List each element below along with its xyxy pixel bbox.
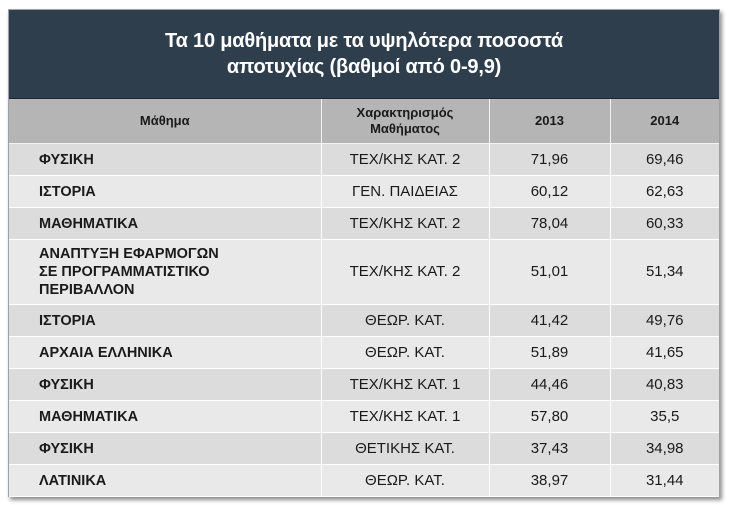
cell-subject: ΜΑΘΗΜΑΤΙΚΑ: [9, 400, 322, 433]
cell-category: ΤΕΧ/ΚΗΣ ΚΑΤ. 2: [321, 143, 490, 176]
cell-category: ΘΕΤΙΚΗΣ ΚΑΤ.: [321, 432, 490, 465]
cell-2014: 62,63: [610, 175, 719, 208]
table-row: ΑΝΑΠΤΥΞΗ ΕΦΑΡΜΟΓΩΝ ΣΕ ΠΡΟΓΡΑΜΜΑΤΙΣΤΙΚΟ ΠΕΡ…: [9, 239, 719, 305]
cell-category: ΤΕΧ/ΚΗΣ ΚΑΤ. 1: [321, 368, 490, 401]
cell-2014: 40,83: [610, 368, 719, 401]
cell-2014: 51,34: [610, 239, 719, 305]
table-row: ΙΣΤΟΡΙΑ ΓΕΝ. ΠΑΙΔΕΙΑΣ 60,12 62,63: [9, 175, 719, 208]
cell-category: ΤΕΧ/ΚΗΣ ΚΑΤ. 2: [321, 207, 490, 240]
cell-2013: 37,43: [489, 432, 611, 465]
infographic-card: Τα 10 μαθήματα με τα υψηλότερα ποσοστά α…: [8, 9, 720, 497]
subject-line: ΦΥΣΙΚΗ: [39, 376, 94, 393]
cell-subject: ΦΥΣΙΚΗ: [9, 432, 322, 465]
cell-2014: 60,33: [610, 207, 719, 240]
subject-line: ΑΡΧΑΙΑ ΕΛΛΗΝΙΚΑ: [39, 344, 173, 361]
chart-title: Τα 10 μαθήματα με τα υψηλότερα ποσοστά α…: [9, 10, 719, 99]
cell-subject: ΙΣΤΟΡΙΑ: [9, 304, 322, 337]
cell-2014: 69,46: [610, 143, 719, 176]
subject-line: ΣΕ ΠΡΟΓΡΑΜΜΑΤΙΣΤΙΚΟ: [39, 264, 210, 280]
cell-subject: ΛΑΤΙΝΙΚΑ: [9, 464, 322, 497]
cell-2013: 44,46: [489, 368, 611, 401]
subject-line: ΙΣΤΟΡΙΑ: [39, 183, 96, 200]
cell-subject: ΑΝΑΠΤΥΞΗ ΕΦΑΡΜΟΓΩΝ ΣΕ ΠΡΟΓΡΑΜΜΑΤΙΣΤΙΚΟ ΠΕΡ…: [9, 239, 322, 305]
cell-subject: ΜΑΘΗΜΑΤΙΚΑ: [9, 207, 322, 240]
cell-2013: 51,01: [489, 239, 611, 305]
table-body: ΦΥΣΙΚΗ ΤΕΧ/ΚΗΣ ΚΑΤ. 2 71,96 69,46 ΙΣΤΟΡΙΑ ΓΕΝ…: [9, 143, 719, 497]
cell-subject: ΦΥΣΙΚΗ: [9, 143, 322, 176]
cell-2014: 34,98: [610, 432, 719, 465]
cell-subject: ΑΡΧΑΙΑ ΕΛΛΗΝΙΚΑ: [9, 336, 322, 369]
title-line-1: Τα 10 μαθήματα με τα υψηλότερα ποσοστά: [165, 30, 563, 52]
header-2013: 2013: [489, 99, 611, 144]
subject-line: ΦΥΣΙΚΗ: [39, 151, 94, 168]
title-line-2: αποτυχίας (βαθμοί από 0-9,9): [226, 56, 502, 78]
table-row: ΛΑΤΙΝΙΚΑ ΘΕΩΡ. ΚΑΤ. 38,97 31,44: [9, 464, 719, 497]
table-row: ΦΥΣΙΚΗ ΘΕΤΙΚΗΣ ΚΑΤ. 37,43 34,98: [9, 432, 719, 465]
subject-line: ΜΑΘΗΜΑΤΙΚΑ: [39, 215, 139, 232]
cell-2013: 51,89: [489, 336, 611, 369]
header-category-line-1: Χαρακτηρισμός: [356, 105, 454, 120]
cell-2014: 35,5: [610, 400, 719, 433]
failure-rates-table: Μάθημα Χαρακτηρισμός Μαθήματος 2013 2014…: [9, 99, 719, 497]
table-row: ΙΣΤΟΡΙΑ ΘΕΩΡ. ΚΑΤ. 41,42 49,76: [9, 304, 719, 337]
table-row: ΦΥΣΙΚΗ ΤΕΧ/ΚΗΣ ΚΑΤ. 1 44,46 40,83: [9, 368, 719, 401]
cell-2014: 41,65: [610, 336, 719, 369]
cell-2013: 57,80: [489, 400, 611, 433]
table-row: ΜΑΘΗΜΑΤΙΚΑ ΤΕΧ/ΚΗΣ ΚΑΤ. 1 57,80 35,5: [9, 400, 719, 433]
cell-category: ΘΕΩΡ. ΚΑΤ.: [321, 304, 490, 337]
cell-2013: 78,04: [489, 207, 611, 240]
subject-line: ΙΣΤΟΡΙΑ: [39, 312, 96, 329]
subject-line: ΜΑΘΗΜΑΤΙΚΑ: [39, 408, 139, 425]
cell-category: ΤΕΧ/ΚΗΣ ΚΑΤ. 2: [321, 239, 490, 305]
cell-2013: 41,42: [489, 304, 611, 337]
subject-line: ΦΥΣΙΚΗ: [39, 440, 94, 457]
cell-category: ΓΕΝ. ΠΑΙΔΕΙΑΣ: [321, 175, 490, 208]
cell-category: ΤΕΧ/ΚΗΣ ΚΑΤ. 1: [321, 400, 490, 433]
subject-line: ΛΑΤΙΝΙΚΑ: [39, 472, 107, 489]
table-row: ΦΥΣΙΚΗ ΤΕΧ/ΚΗΣ ΚΑΤ. 2 71,96 69,46: [9, 143, 719, 176]
cell-subject: ΦΥΣΙΚΗ: [9, 368, 322, 401]
cell-2013: 38,97: [489, 464, 611, 497]
subject-line: ΑΝΑΠΤΥΞΗ ΕΦΑΡΜΟΓΩΝ: [39, 246, 219, 262]
header-subject: Μάθημα: [9, 99, 322, 144]
cell-category: ΘΕΩΡ. ΚΑΤ.: [321, 464, 490, 497]
table-row: ΜΑΘΗΜΑΤΙΚΑ ΤΕΧ/ΚΗΣ ΚΑΤ. 2 78,04 60,33: [9, 207, 719, 240]
cell-2013: 71,96: [489, 143, 611, 176]
subject-line: ΠΕΡΙΒΑΛΛΟΝ: [39, 282, 135, 298]
header-category-line-2: Μαθήματος: [370, 121, 440, 136]
cell-2014: 49,76: [610, 304, 719, 337]
cell-2014: 31,44: [610, 464, 719, 497]
table-header-row: Μάθημα Χαρακτηρισμός Μαθήματος 2013 2014: [9, 99, 719, 144]
cell-2013: 60,12: [489, 175, 611, 208]
header-2014: 2014: [610, 99, 719, 144]
table-row: ΑΡΧΑΙΑ ΕΛΛΗΝΙΚΑ ΘΕΩΡ. ΚΑΤ. 51,89 41,65: [9, 336, 719, 369]
header-category: Χαρακτηρισμός Μαθήματος: [321, 99, 490, 144]
cell-subject: ΙΣΤΟΡΙΑ: [9, 175, 322, 208]
cell-category: ΘΕΩΡ. ΚΑΤ.: [321, 336, 490, 369]
